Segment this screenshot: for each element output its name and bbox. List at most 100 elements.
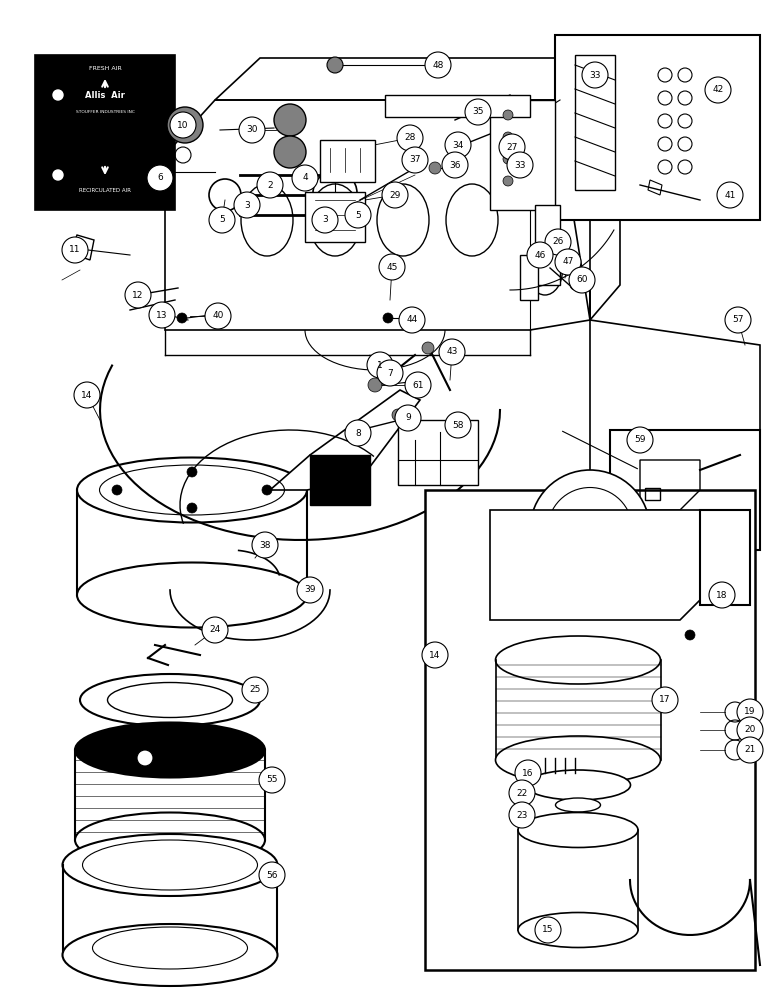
Bar <box>320 140 375 182</box>
Circle shape <box>205 303 231 329</box>
Circle shape <box>442 152 468 178</box>
Circle shape <box>545 229 571 255</box>
Text: 34: 34 <box>452 140 464 149</box>
Ellipse shape <box>556 798 601 812</box>
Bar <box>35 55 175 210</box>
Ellipse shape <box>63 834 277 896</box>
Text: 8: 8 <box>355 428 361 438</box>
Circle shape <box>274 104 306 136</box>
Text: 22: 22 <box>516 788 527 798</box>
Bar <box>555 35 760 220</box>
Polygon shape <box>270 455 360 490</box>
Circle shape <box>503 154 513 164</box>
Text: 46: 46 <box>534 250 546 259</box>
Circle shape <box>125 282 151 308</box>
Circle shape <box>242 677 268 703</box>
Circle shape <box>422 642 448 668</box>
Circle shape <box>377 360 403 386</box>
Text: 61: 61 <box>412 380 424 389</box>
Bar <box>700 510 750 605</box>
Circle shape <box>445 132 471 158</box>
Circle shape <box>327 57 343 73</box>
Text: 6: 6 <box>157 174 163 182</box>
Circle shape <box>53 170 63 180</box>
Circle shape <box>252 532 278 558</box>
Ellipse shape <box>526 770 631 800</box>
Circle shape <box>292 165 318 191</box>
Text: 17: 17 <box>659 696 671 704</box>
Circle shape <box>685 630 695 640</box>
Text: 56: 56 <box>266 870 278 880</box>
Text: 16: 16 <box>522 768 533 778</box>
Circle shape <box>62 237 88 263</box>
Circle shape <box>445 412 471 438</box>
Circle shape <box>570 280 580 290</box>
Text: 12: 12 <box>132 290 144 300</box>
Ellipse shape <box>75 722 265 778</box>
Circle shape <box>402 147 428 173</box>
Circle shape <box>425 52 451 78</box>
Circle shape <box>259 862 285 888</box>
Bar <box>305 192 365 242</box>
Circle shape <box>257 172 283 198</box>
Ellipse shape <box>518 912 638 948</box>
Circle shape <box>507 152 533 178</box>
Circle shape <box>499 134 525 160</box>
Text: 39: 39 <box>304 585 316 594</box>
Circle shape <box>503 132 513 142</box>
Text: 36: 36 <box>449 160 461 169</box>
Text: 48: 48 <box>432 60 444 70</box>
Circle shape <box>737 737 763 763</box>
Text: 24: 24 <box>209 626 221 635</box>
Circle shape <box>627 427 653 453</box>
Circle shape <box>352 422 368 438</box>
Bar <box>535 205 560 285</box>
Text: 18: 18 <box>716 590 728 599</box>
Text: 38: 38 <box>259 540 271 550</box>
Ellipse shape <box>97 730 242 770</box>
Ellipse shape <box>107 682 232 718</box>
Text: 28: 28 <box>405 133 415 142</box>
Ellipse shape <box>83 840 258 890</box>
Circle shape <box>527 242 553 268</box>
Text: 13: 13 <box>156 310 168 320</box>
Ellipse shape <box>547 488 632 572</box>
Text: 26: 26 <box>552 237 564 246</box>
Circle shape <box>137 750 153 766</box>
Ellipse shape <box>496 636 661 684</box>
Text: 57: 57 <box>733 316 743 324</box>
Text: 23: 23 <box>516 810 528 820</box>
Circle shape <box>569 267 595 293</box>
Text: 5: 5 <box>219 216 225 225</box>
Bar <box>490 100 555 210</box>
Circle shape <box>422 342 434 354</box>
Circle shape <box>74 382 100 408</box>
Text: 5: 5 <box>355 211 361 220</box>
Circle shape <box>392 409 404 421</box>
Text: 60: 60 <box>576 275 587 284</box>
Circle shape <box>112 485 122 495</box>
Circle shape <box>239 117 265 143</box>
Text: 21: 21 <box>744 746 756 754</box>
Circle shape <box>397 125 423 151</box>
Circle shape <box>503 110 513 120</box>
Circle shape <box>170 112 196 138</box>
Circle shape <box>234 192 260 218</box>
Circle shape <box>297 577 323 603</box>
Text: 4: 4 <box>302 174 308 182</box>
Text: 33: 33 <box>514 160 526 169</box>
Circle shape <box>312 207 338 233</box>
Circle shape <box>383 313 393 323</box>
Circle shape <box>582 62 608 88</box>
Text: 33: 33 <box>589 70 601 80</box>
Text: 43: 43 <box>446 348 458 357</box>
Bar <box>310 455 370 505</box>
Circle shape <box>429 162 441 174</box>
Text: 27: 27 <box>506 142 518 151</box>
Circle shape <box>725 307 751 333</box>
Circle shape <box>345 202 371 228</box>
Text: 37: 37 <box>409 155 421 164</box>
Bar <box>610 430 760 550</box>
Circle shape <box>368 378 382 392</box>
Circle shape <box>395 405 421 431</box>
